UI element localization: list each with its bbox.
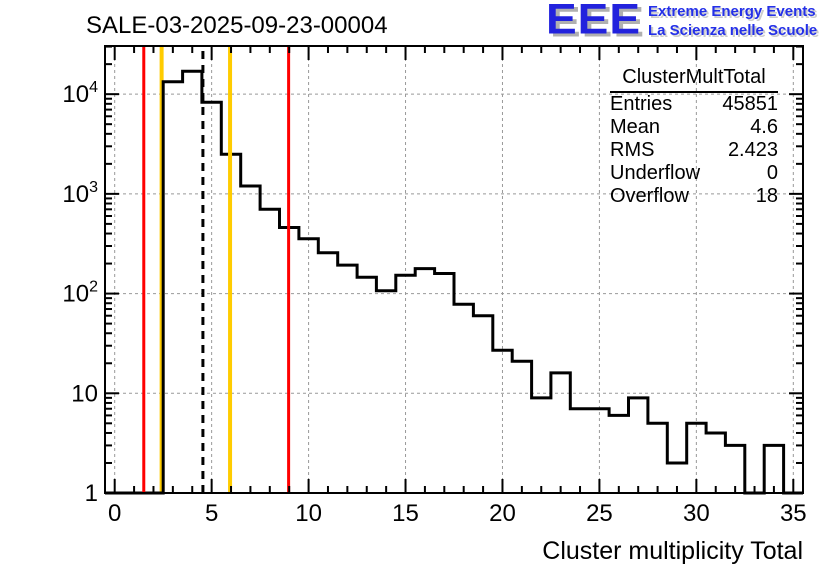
stats-row: Underflow 0 (610, 162, 778, 185)
stats-row-label: Underflow (610, 162, 701, 184)
y-tick-label: 104 (62, 79, 98, 108)
stats-row-value: 0 (766, 162, 778, 184)
stats-box-title: ClusterMultTotal (610, 66, 778, 93)
x-tick-label: 20 (489, 500, 516, 527)
histogram-line (105, 69, 803, 495)
stats-row-value: 45851 (722, 93, 778, 115)
stats-row-value: 4.6 (750, 116, 778, 138)
stats-row: Overflow 18 (610, 185, 778, 208)
y-tick-label: 1 (85, 480, 98, 507)
stats-row-label: RMS (610, 139, 655, 161)
eee-logo-line2: La Scienza nelle Scuole (648, 22, 818, 39)
stats-row-label: Entries (610, 93, 673, 115)
eee-logo: EEE Extreme Energy Events La Scienza nel… (546, 0, 836, 44)
x-tick-label: 10 (295, 500, 322, 527)
eee-logo-acronym: EEE (546, 0, 642, 43)
x-axis-title: Cluster multiplicity Total (542, 537, 803, 565)
x-tick-label: 30 (683, 500, 710, 527)
y-tick-label: 103 (62, 179, 98, 208)
x-tick-label: 35 (780, 500, 807, 527)
stats-row-value: 18 (755, 185, 778, 207)
stats-row: RMS 2.423 (610, 139, 778, 162)
plot-frame (104, 45, 804, 494)
stats-row: Mean 4.6 (610, 116, 778, 139)
stats-box: ClusterMultTotal Entries 45851 Mean 4.6 … (610, 66, 778, 208)
x-tick-label: 0 (108, 500, 121, 527)
stats-box-rows: Entries 45851 Mean 4.6 RMS 2.423 Underfl… (610, 93, 778, 208)
y-tick-label: 102 (62, 279, 98, 308)
stats-row-label: Overflow (610, 185, 689, 207)
eee-logo-text: Extreme Energy Events La Scienza nelle S… (648, 2, 817, 40)
stats-row: Entries 45851 (610, 93, 778, 116)
x-tick-label: 5 (205, 500, 218, 527)
x-tick-label: 15 (392, 500, 419, 527)
eee-logo-line1: Extreme Energy Events (648, 3, 816, 20)
stats-row-label: Mean (610, 116, 661, 138)
stats-row-value: 2.423 (727, 139, 778, 161)
page-title: SALE-03-2025-09-23-00004 (86, 12, 388, 39)
x-tick-label: 25 (586, 500, 613, 527)
y-tick-label: 10 (71, 380, 98, 407)
